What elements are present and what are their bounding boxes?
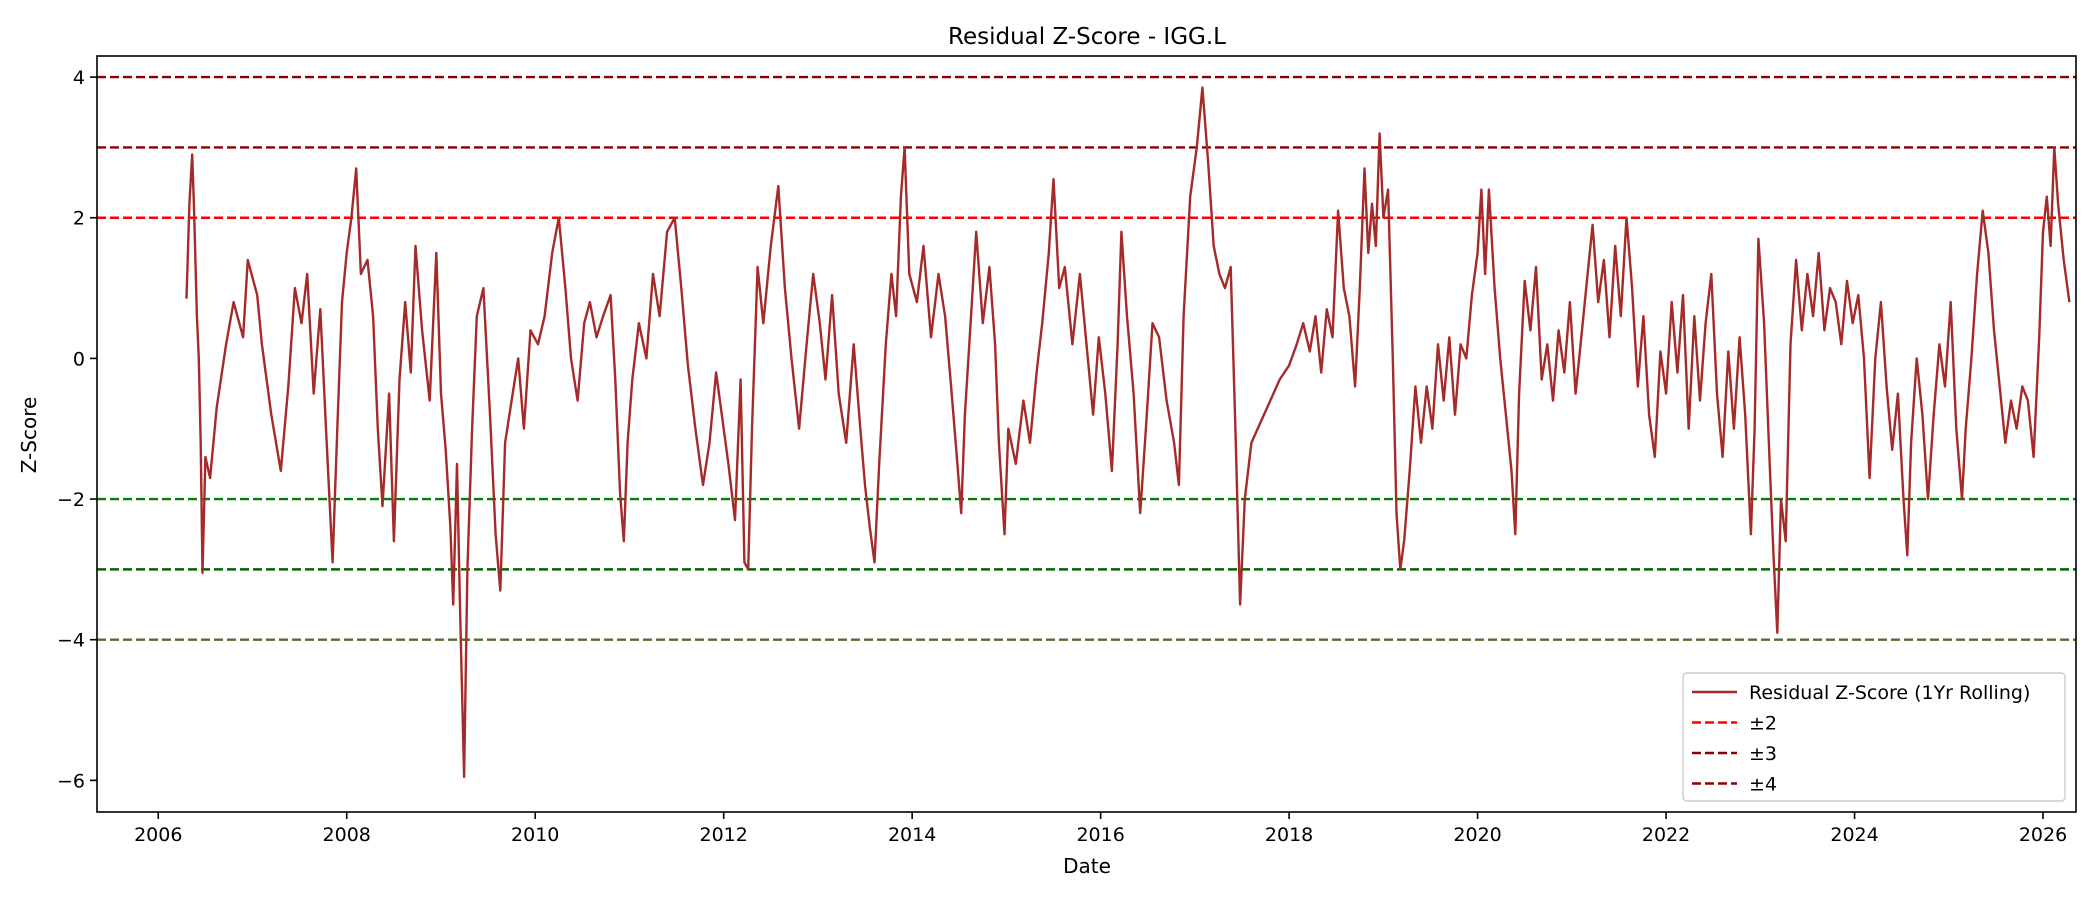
y-tick-label: −2: [57, 489, 85, 511]
x-tick-label: 2022: [1642, 824, 1690, 846]
legend-entry-label: ±2: [1749, 713, 1777, 735]
chart-title: Residual Z-Score - IGG.L: [948, 24, 1226, 50]
y-axis-label: Z-Score: [17, 397, 41, 474]
y-tick-label: −6: [57, 770, 85, 792]
x-tick-label: 2012: [700, 824, 748, 846]
x-tick-label: 2008: [323, 824, 371, 846]
legend-box: [1682, 672, 2066, 802]
y-tick-label: −4: [57, 630, 85, 652]
legend-entry-label: ±4: [1749, 774, 1777, 796]
x-axis-label: Date: [1063, 854, 1111, 878]
x-tick-label: 2010: [511, 824, 559, 846]
x-tick-label: 2024: [1830, 824, 1878, 846]
legend: Residual Z-Score (1Yr Rolling) ±2 ±3 ±4: [1682, 672, 2066, 802]
x-tick-label: 2006: [134, 824, 182, 846]
x-tick-label: 2014: [888, 824, 936, 846]
x-tick-label: 2026: [2019, 824, 2067, 846]
legend-entry-label: Residual Z-Score (1Yr Rolling): [1749, 682, 2030, 704]
zscore-series-line: [185, 86, 2071, 778]
x-tick-label: 2018: [1265, 824, 1313, 846]
legend-entry-label: ±3: [1749, 743, 1777, 765]
plot-frame: [96, 55, 2077, 813]
y-tick-label: 2: [73, 208, 85, 230]
x-tick-label: 2020: [1453, 824, 1501, 846]
y-tick-label: 0: [73, 348, 85, 370]
y-tick-label: 4: [73, 67, 85, 89]
plot-area: 2006 2008 2010 2012 2014 2016 2018 2020 2022 2024…: [57, 55, 2077, 846]
x-tick-label: 2016: [1076, 824, 1124, 846]
